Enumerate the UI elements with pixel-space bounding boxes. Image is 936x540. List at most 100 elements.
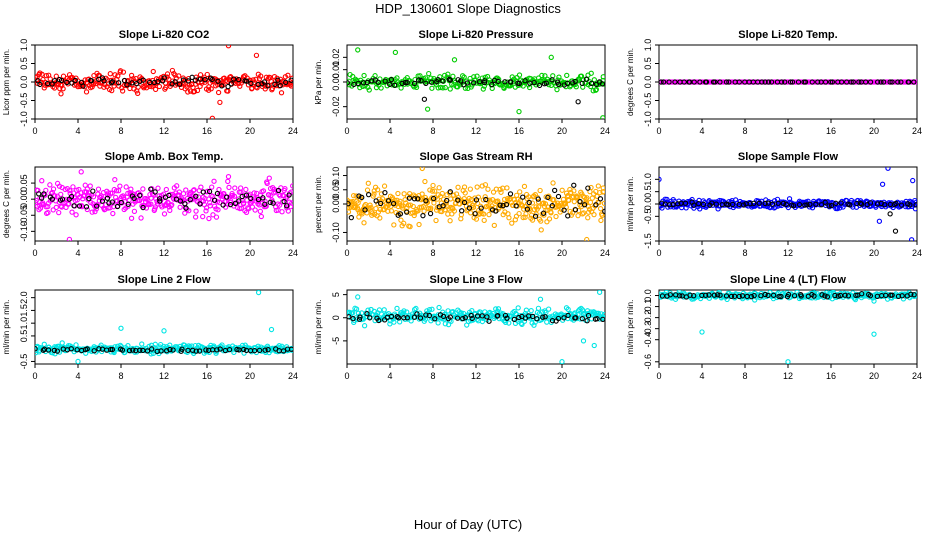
data-point [50,207,56,213]
data-point [543,80,549,86]
data-point [532,213,539,219]
data-point [60,86,66,92]
data-point [457,311,464,317]
data-point [164,71,171,77]
data-point [150,68,156,75]
data-point [429,79,435,85]
y-tick-label: 0.0 [19,76,29,89]
data-point [197,201,203,207]
data-point [353,306,360,312]
data-point [497,202,503,208]
data-point [35,187,41,194]
data-point [554,86,560,93]
data-point [482,194,488,200]
data-point [519,321,525,328]
data-point [115,73,121,79]
data-point [599,81,605,87]
data-point [41,341,47,347]
data-point [521,318,528,324]
data-point [215,207,221,213]
data-point [415,196,421,202]
y-tick-label: 0.5 [643,57,653,70]
data-point [371,191,377,197]
data-point [137,197,143,204]
data-point [356,193,362,199]
panel-title: Slope Amb. Box Temp. [105,151,224,163]
x-tick-label: 16 [202,371,212,381]
data-point [215,78,221,84]
x-tick-label: 0 [656,248,661,258]
data-point [214,190,221,197]
outlier-point [355,294,361,300]
data-point [502,79,508,85]
data-point [478,205,484,211]
data-point [597,196,604,202]
outlier-point [451,57,458,63]
data-point [350,310,356,316]
x-tick-label: 4 [387,126,392,136]
data-point [121,77,128,84]
data-point [382,189,388,196]
x-tick-label: 4 [75,126,80,136]
data-point [355,80,361,86]
data-point [73,342,79,348]
outlier-point [66,236,73,241]
data-point [261,79,268,85]
data-point [249,204,256,210]
data-point [447,189,453,195]
data-point [602,208,605,214]
data-point [469,307,475,314]
data-point [225,178,231,185]
data-point [56,183,63,189]
data-point [509,220,515,226]
data-point [601,189,605,195]
data-point [898,202,905,208]
data-point [473,216,480,222]
data-point [140,186,146,192]
data-point [458,78,464,84]
data-point [559,187,565,193]
data-point [226,184,232,191]
x-tick-label: 16 [514,126,524,136]
x-tick-label: 12 [159,248,169,258]
data-point [911,79,917,85]
data-point [39,71,45,77]
data-point [426,70,432,77]
data-point [832,292,838,299]
data-point [404,309,410,315]
data-point [561,207,567,213]
data-point [407,223,413,230]
data-point [58,191,64,197]
data-point [482,74,488,80]
x-tick-label: 0 [656,371,661,381]
data-point [706,295,713,301]
data-point [883,292,889,298]
data-point [361,220,367,226]
data-point [521,183,528,190]
panel-2: Slope Li-820 Pressure 0 4 8 12 16 20 24 -0.02 0.0… [314,29,610,136]
data-point [58,77,65,84]
data-point [553,213,559,220]
data-point [782,79,788,85]
data-point [723,79,730,85]
data-point [515,305,521,311]
data-point [845,293,852,299]
data-point [282,185,288,192]
data-point [818,202,825,208]
y-tick-label: -0.6 [643,354,653,370]
data-point [88,78,95,84]
outlier-point [118,325,124,331]
data-point [809,205,816,211]
points [347,290,605,364]
series-averages [35,346,293,355]
data-point [429,306,435,312]
outlier-point [879,181,886,187]
data-point [167,346,173,353]
data-point [420,203,426,210]
outlier-point [785,359,791,364]
data-point [472,211,478,217]
data-point [523,307,530,313]
data-point [73,212,79,218]
data-point [461,74,467,80]
data-point [565,312,571,319]
